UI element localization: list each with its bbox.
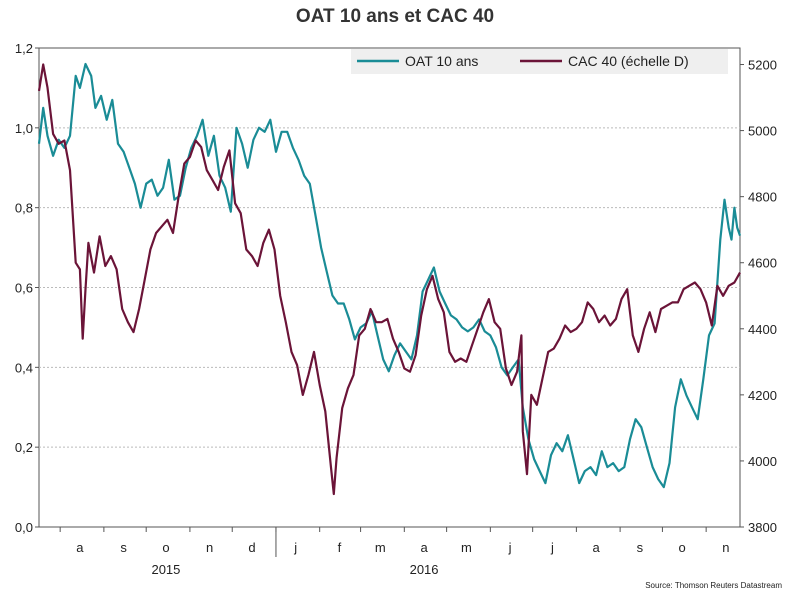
x-tick-label: o xyxy=(162,540,169,555)
left-tick-label: 0,4 xyxy=(15,360,33,375)
x-tick-label: s xyxy=(637,540,644,555)
left-tick-label: 1,0 xyxy=(15,121,33,136)
x-tick-label: j xyxy=(293,540,297,555)
x-tick-label: s xyxy=(120,540,127,555)
series-layer xyxy=(37,62,742,496)
x-tick-label: f xyxy=(338,540,342,555)
left-tick-label: 0,8 xyxy=(15,201,33,216)
right-tick-label: 4400 xyxy=(748,322,777,337)
right-tick-label: 4600 xyxy=(748,256,777,271)
right-tick-label: 3800 xyxy=(748,520,777,535)
right-tick-label: 4200 xyxy=(748,388,777,403)
series-line-cac xyxy=(37,63,741,496)
left-axis: 0,0 0,2 0,4 0,6 0,8 1,0 1,2 xyxy=(15,41,39,535)
chart-title: OAT 10 ans et CAC 40 xyxy=(295,6,495,27)
legend: OAT 10 ans CAC 40 (échelle D) xyxy=(351,49,728,74)
x-tick-label: m xyxy=(461,540,472,555)
source-note: Source: Thomson Reuters Datastream xyxy=(645,581,782,590)
left-tick-label: 1,2 xyxy=(15,41,33,56)
series-line-oat xyxy=(37,62,742,489)
x-tick-label: j xyxy=(508,540,512,555)
x-tick-label: o xyxy=(679,540,686,555)
x-tick-label: a xyxy=(76,540,84,555)
x-tick-label: a xyxy=(420,540,428,555)
x-tick-label: j xyxy=(550,540,554,555)
right-tick-label: 5000 xyxy=(748,124,777,139)
x-axis: a s o n d j f m a m j j a s o n 2015 2016 xyxy=(59,527,730,577)
left-tick-label: 0,2 xyxy=(15,440,33,455)
year-label: 2015 xyxy=(151,562,180,577)
left-tick-label: 0,0 xyxy=(15,520,33,535)
right-axis: 3800 4000 4200 4400 4600 4800 5000 5200 xyxy=(740,58,777,535)
legend-label-cac: CAC 40 (échelle D) xyxy=(568,53,689,69)
year-label: 2016 xyxy=(410,562,439,577)
right-tick-label: 4000 xyxy=(748,454,777,469)
legend-label-oat: OAT 10 ans xyxy=(405,53,478,69)
left-tick-label: 0,6 xyxy=(15,281,33,296)
x-tick-label: m xyxy=(375,540,386,555)
right-tick-label: 4800 xyxy=(748,190,777,205)
x-tick-label: n xyxy=(722,540,729,555)
x-tick-label: n xyxy=(206,540,213,555)
x-tick-label: a xyxy=(593,540,601,555)
right-tick-label: 5200 xyxy=(748,58,777,73)
x-tick-label: d xyxy=(248,540,255,555)
grid-lines xyxy=(39,127,740,448)
